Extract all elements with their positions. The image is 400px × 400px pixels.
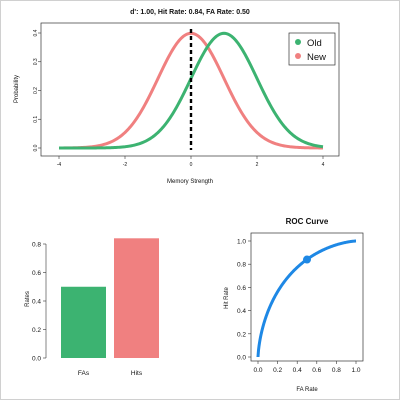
distribution-y-tick-label: 0.1 — [33, 116, 39, 123]
legend-old-label: Old — [307, 38, 322, 49]
roc-y-axis: 0.0 0.2 0.4 0.6 0.8 1.0 — [237, 239, 251, 362]
bar-hits — [114, 238, 159, 358]
rates-y-tick-label: 0.2 — [32, 327, 41, 334]
density-curve-new — [58, 31, 324, 150]
distribution-y-tick-label: 0.0 — [33, 144, 39, 151]
distribution-plot-box — [40, 22, 340, 157]
rates-panel: 0.0 0.2 0.4 0.6 0.8 FAs Hits Rates — [25, 238, 159, 377]
distribution-x-tick-label: 2 — [256, 162, 259, 168]
bar-fas — [61, 286, 106, 358]
roc-y-label: Hit Rate — [224, 287, 230, 309]
legend-new-label: New — [307, 52, 326, 63]
bar-category-label: Hits — [131, 370, 143, 377]
roc-x-tick-label: 0.2 — [273, 367, 282, 374]
rates-y-label: Rates — [25, 291, 31, 307]
rates-y-tick-label: 0.0 — [32, 356, 41, 363]
roc-x-tick-label: 0.0 — [253, 367, 262, 374]
rates-y-tick-label: 0.8 — [32, 242, 41, 249]
roc-y-tick-label: 0.2 — [237, 331, 246, 338]
distribution-y-axis: 0.0 0.1 0.2 0.3 0.4 — [33, 29, 41, 151]
roc-x-tick-label: 0.4 — [293, 367, 302, 374]
distribution-y-tick-label: 0.2 — [33, 87, 39, 94]
roc-plot-box — [250, 232, 364, 362]
roc-x-tick-label: 1.0 — [351, 367, 360, 374]
legend-box — [288, 32, 336, 66]
roc-y-tick-label: 0.8 — [237, 262, 246, 269]
rates-bars: FAs Hits — [61, 238, 159, 377]
roc-x-label: FA Rate — [296, 387, 318, 393]
distribution-panel: d': 1.00, Hit Rate: 0.84, FA Rate: 0.50 … — [14, 9, 340, 185]
legend-old-marker — [295, 39, 301, 45]
distribution-legend: Old New — [288, 32, 336, 66]
rates-y-axis: 0.0 0.2 0.4 0.6 0.8 — [32, 242, 47, 363]
rates-y-tick-label: 0.6 — [32, 270, 41, 277]
roc-x-tick-label: 0.8 — [332, 367, 341, 374]
roc-curve-group — [256, 239, 357, 358]
roc-y-tick-label: 0.0 — [237, 355, 246, 362]
roc-y-tick-label: 0.6 — [237, 285, 246, 292]
legend-new-marker — [295, 53, 301, 59]
roc-title: ROC Curve — [286, 217, 329, 226]
rates-y-tick-label: 0.4 — [32, 299, 41, 306]
distribution-x-axis: -4 -2 0 2 4 — [57, 156, 325, 168]
distribution-x-tick-label: 4 — [322, 162, 325, 168]
distribution-x-label: Memory Strength — [167, 179, 213, 185]
distribution-y-label: Probability — [14, 75, 20, 103]
distribution-y-tick-label: 0.3 — [33, 58, 39, 65]
roc-y-tick-label: 1.0 — [237, 239, 246, 246]
roc-y-tick-label: 0.4 — [237, 308, 246, 315]
roc-x-tick-label: 0.6 — [312, 367, 321, 374]
distribution-x-tick-label: 0 — [190, 162, 193, 168]
roc-x-axis: 0.0 0.2 0.4 0.6 0.8 1.0 — [253, 361, 361, 374]
roc-panel: ROC Curve 0.0 0.2 0.4 0.6 0.8 1.0 0.00.20.40.… — [224, 217, 364, 393]
distribution-title: d': 1.00, Hit Rate: 0.84, FA Rate: 0.50 — [130, 9, 250, 16]
bar-category-label: FAs — [78, 370, 90, 377]
distribution-y-tick-label: 0.4 — [33, 29, 39, 36]
distribution-curves — [58, 29, 324, 150]
roc-operating-point — [303, 255, 311, 264]
distribution-x-tick-label: -4 — [57, 162, 62, 168]
distribution-x-tick-label: -2 — [123, 162, 128, 168]
